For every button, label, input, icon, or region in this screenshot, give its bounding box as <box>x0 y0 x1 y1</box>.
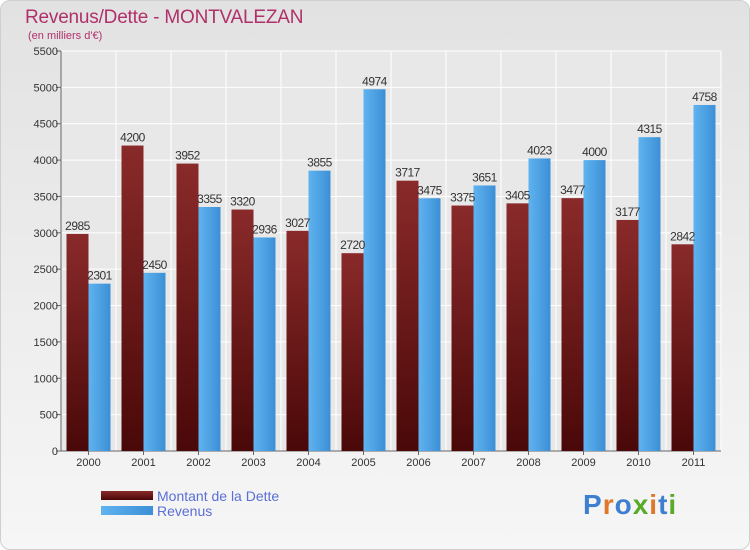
bar-debt <box>396 180 419 451</box>
x-tick-label: 2005 <box>351 457 375 469</box>
bar-revenus <box>473 185 496 452</box>
bar-revenus <box>528 158 551 451</box>
bar-debt <box>66 233 89 451</box>
bar-debt <box>231 209 254 451</box>
x-tick-label: 2001 <box>131 457 155 469</box>
logo-letter: i <box>668 489 678 520</box>
bar-revenus <box>308 170 331 452</box>
logo-letter: o <box>614 489 633 520</box>
chart-title: Revenus/Dette - MONTVALEZAN <box>25 7 304 28</box>
y-tick-label: 1500 <box>34 337 58 349</box>
y-tick-label: 2500 <box>34 264 58 276</box>
y-tick-label: 3500 <box>34 191 58 203</box>
legend-item-debt: Montant de la Dette <box>101 487 280 504</box>
data-label-revenus: 2450 <box>142 258 168 272</box>
data-label-revenus: 4315 <box>637 122 663 136</box>
y-tick-label: 5000 <box>34 82 58 94</box>
bar-revenus <box>88 283 111 451</box>
data-label-revenus: 4000 <box>582 145 608 159</box>
data-label-debt: 4200 <box>120 131 146 145</box>
data-label-revenus: 2936 <box>252 222 278 236</box>
legend-label-debt: Montant de la Dette <box>157 487 280 504</box>
bar-debt <box>561 198 584 451</box>
x-tick-label: 2006 <box>406 457 430 469</box>
legend-swatch-revenus <box>101 506 153 515</box>
data-label-debt: 3177 <box>615 205 641 219</box>
logo-letter: x <box>632 489 650 520</box>
data-label-revenus: 3651 <box>472 170 498 184</box>
data-label-revenus: 2301 <box>87 269 113 283</box>
y-tick-label: 0 <box>52 446 58 458</box>
chart-legend: Montant de la Dette Revenus <box>101 487 280 519</box>
data-label-debt: 3405 <box>505 188 531 202</box>
data-label-debt: 3477 <box>560 183 586 197</box>
bar-debt <box>286 230 309 451</box>
bar-revenus <box>418 198 441 451</box>
x-tick-label: 2000 <box>76 457 100 469</box>
y-tick-label: 1000 <box>34 373 58 385</box>
bar-debt <box>451 205 474 451</box>
bar-debt <box>671 244 694 451</box>
data-label-revenus: 3855 <box>307 156 333 170</box>
bar-revenus <box>363 89 386 451</box>
x-tick-label: 2002 <box>186 457 210 469</box>
bar-revenus <box>198 207 221 451</box>
data-label-debt: 3375 <box>450 191 476 205</box>
chart-subtitle: (en milliers d'€) <box>28 30 103 42</box>
bar-debt <box>616 219 639 451</box>
data-label-debt: 3952 <box>175 149 201 163</box>
data-label-revenus: 4023 <box>527 143 553 157</box>
proxiti-logo: Proxiti <box>583 489 677 521</box>
bar-debt <box>341 253 364 451</box>
data-label-debt: 2985 <box>65 219 91 233</box>
logo-letter: P <box>583 489 603 520</box>
x-tick-label: 2009 <box>571 457 595 469</box>
bar-revenus <box>583 160 606 451</box>
bar-revenus <box>638 137 661 451</box>
y-tick-label: 4500 <box>34 119 58 131</box>
bar-revenus <box>143 272 166 451</box>
legend-swatch-debt <box>101 491 153 500</box>
x-tick-label: 2008 <box>516 457 540 469</box>
bar-debt <box>121 145 144 451</box>
x-tick-label: 2003 <box>241 457 265 469</box>
bar-revenus <box>253 237 276 451</box>
logo-letter: r <box>602 489 615 520</box>
y-tick-label: 5500 <box>34 46 58 58</box>
logo-letter: t <box>658 489 669 520</box>
logo-letter: i <box>649 489 659 520</box>
data-label-debt: 2720 <box>340 238 366 252</box>
bar-debt <box>506 203 529 451</box>
data-label-revenus: 3475 <box>417 183 443 197</box>
x-tick-label: 2004 <box>296 457 320 469</box>
data-label-debt: 2842 <box>670 229 696 243</box>
y-tick-label: 3000 <box>34 228 58 240</box>
y-tick-label: 2000 <box>34 301 58 313</box>
x-tick-label: 2010 <box>626 457 650 469</box>
x-tick-label: 2011 <box>682 457 706 469</box>
data-label-revenus: 3355 <box>197 192 223 206</box>
bar-revenus <box>693 104 716 452</box>
data-label-debt: 3027 <box>285 216 311 230</box>
y-tick-label: 4000 <box>34 155 58 167</box>
data-label-debt: 3717 <box>395 166 421 180</box>
legend-label-revenus: Revenus <box>157 502 213 519</box>
bar-debt <box>176 163 199 451</box>
data-label-revenus: 4974 <box>362 74 388 88</box>
y-tick-label: 500 <box>40 410 58 422</box>
data-label-revenus: 4758 <box>692 90 718 104</box>
legend-item-revenus: Revenus <box>101 502 279 519</box>
data-label-debt: 3320 <box>230 195 256 209</box>
x-tick-label: 2007 <box>461 457 485 469</box>
